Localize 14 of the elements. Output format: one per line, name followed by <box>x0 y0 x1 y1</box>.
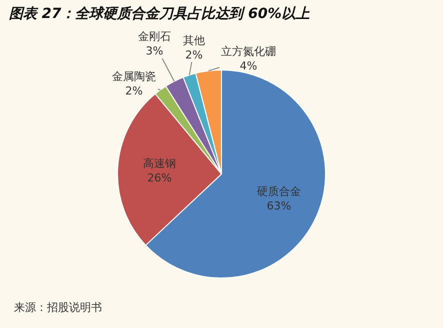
data-label: 2% <box>185 48 203 62</box>
data-label: 26% <box>147 171 172 184</box>
data-label: 3% <box>146 44 164 58</box>
slice-label: 金属陶瓷 <box>112 70 156 83</box>
slice-label: 其他 <box>183 34 205 47</box>
data-label: 4% <box>240 59 258 72</box>
slice-label: 立方氮化硼 <box>221 45 276 58</box>
slice-label: 硬质合金 <box>257 185 301 198</box>
slice-label: 高速钢 <box>143 157 176 170</box>
chart-title: 图表 27：全球硬质合金刀具占比达到 60%以上 <box>8 5 311 22</box>
data-label: 2% <box>125 84 143 98</box>
source-note: 来源：招股说明书 <box>14 301 102 314</box>
slice-label: 金刚石 <box>138 30 171 43</box>
data-label: 63% <box>266 199 292 212</box>
